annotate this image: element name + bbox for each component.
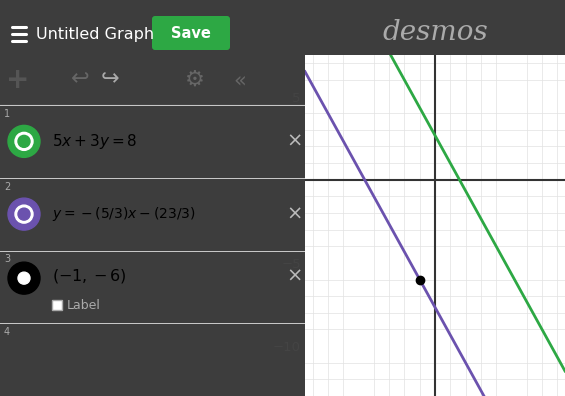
Text: Label: Label [67, 299, 101, 312]
Circle shape [8, 198, 40, 230]
Text: ↪: ↪ [101, 69, 119, 89]
Text: $(-1,-6)$: $(-1,-6)$ [52, 267, 127, 285]
Bar [52, 300, 62, 310]
Text: «: « [233, 70, 246, 90]
Circle shape [15, 132, 33, 150]
Text: 2: 2 [4, 182, 10, 192]
FancyBboxPatch shape [152, 16, 230, 50]
Text: $5x + 3y = 8$: $5x + 3y = 8$ [52, 132, 137, 151]
Text: Save: Save [171, 25, 211, 40]
Circle shape [15, 205, 33, 223]
Text: 3: 3 [4, 255, 10, 265]
Text: 1: 1 [4, 109, 10, 119]
Text: ↩: ↩ [71, 69, 89, 89]
Text: desmos: desmos [382, 19, 488, 46]
Circle shape [18, 208, 30, 220]
Text: ×: × [287, 205, 303, 224]
Text: 4: 4 [4, 327, 10, 337]
Circle shape [18, 272, 30, 284]
Circle shape [8, 126, 40, 157]
Text: $y = -(5/3)x - (23/3)$: $y = -(5/3)x - (23/3)$ [52, 205, 196, 223]
Text: ×: × [287, 267, 303, 286]
Text: ×: × [287, 132, 303, 151]
Circle shape [18, 135, 30, 147]
Text: +: + [6, 66, 30, 94]
Text: Untitled Graph: Untitled Graph [36, 27, 154, 42]
Circle shape [8, 262, 40, 294]
Text: ⚙: ⚙ [185, 70, 205, 90]
